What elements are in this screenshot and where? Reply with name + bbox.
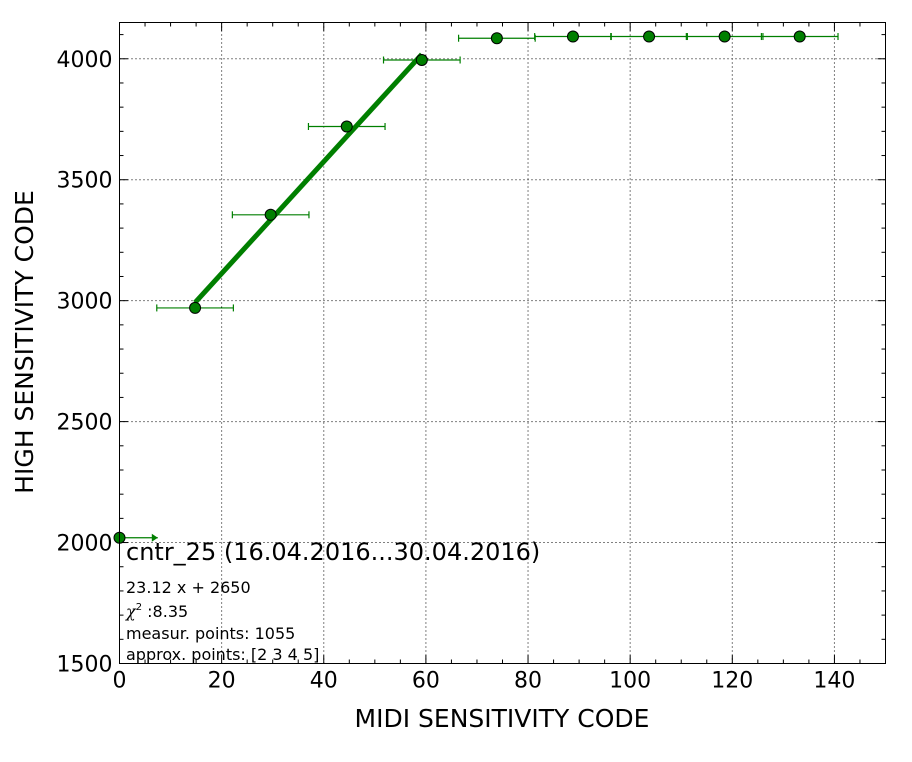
y-tick-label: 2000 — [57, 532, 113, 557]
data-point — [718, 30, 731, 43]
errorbars — [119, 33, 839, 542]
axis-ticks — [119, 22, 886, 664]
data-points — [113, 30, 806, 544]
grid — [119, 22, 886, 664]
errorbar-arrow — [151, 533, 158, 542]
y-tick-labels: 1500 2000 2500 3000 3500 4000 — [57, 48, 113, 678]
x-tick-label: 20 — [208, 669, 236, 694]
y-tick-label: 3500 — [57, 169, 113, 194]
annotation-chi-squared: χ2 :8.35 — [125, 602, 188, 621]
annotation-block: cntr_25 (16.04.2016...30.04.2016) 23.12 … — [125, 538, 540, 664]
annotation-equation: 23.12 x + 2650 — [126, 578, 251, 597]
x-tick-label: 0 — [113, 669, 127, 694]
x-tick-labels: 0 20 40 60 80 100 120 140 — [113, 669, 856, 694]
annotation-approx-points: approx. points: [2 3 4 5] — [126, 645, 319, 664]
minor-ticks — [119, 22, 886, 664]
x-tick-label: 120 — [711, 669, 753, 694]
chi-value: :8.35 — [142, 602, 188, 621]
data-point — [189, 301, 202, 314]
data-point — [566, 30, 579, 43]
y-tick-label: 3000 — [57, 290, 113, 315]
y-tick-label: 4000 — [57, 48, 113, 73]
fit-line — [193, 52, 424, 305]
y-tick-label: 2500 — [57, 411, 113, 436]
data-point — [264, 208, 277, 221]
fit-line-layer — [193, 52, 424, 305]
x-tick-label: 140 — [813, 669, 855, 694]
data-point — [793, 30, 806, 43]
chi-exponent: 2 — [136, 602, 142, 613]
x-tick-label: 60 — [412, 669, 440, 694]
data-point — [340, 120, 353, 133]
y-axis-label: HIGH SENSITIVITY CODE — [10, 190, 39, 494]
chi-symbol: χ — [125, 602, 137, 621]
x-axis-label: MIDI SENSITIVITY CODE — [355, 704, 650, 733]
x-tick-label: 100 — [609, 669, 651, 694]
data-point — [490, 32, 503, 45]
data-point — [643, 30, 656, 43]
x-tick-label: 40 — [310, 669, 338, 694]
annotation-measur-points: measur. points: 1055 — [126, 624, 295, 643]
plot-frame — [119, 22, 886, 664]
x-tick-label: 80 — [514, 669, 542, 694]
y-tick-label: 1500 — [57, 653, 113, 678]
annotation-title: cntr_25 (16.04.2016...30.04.2016) — [126, 538, 540, 566]
data-point — [415, 53, 428, 66]
